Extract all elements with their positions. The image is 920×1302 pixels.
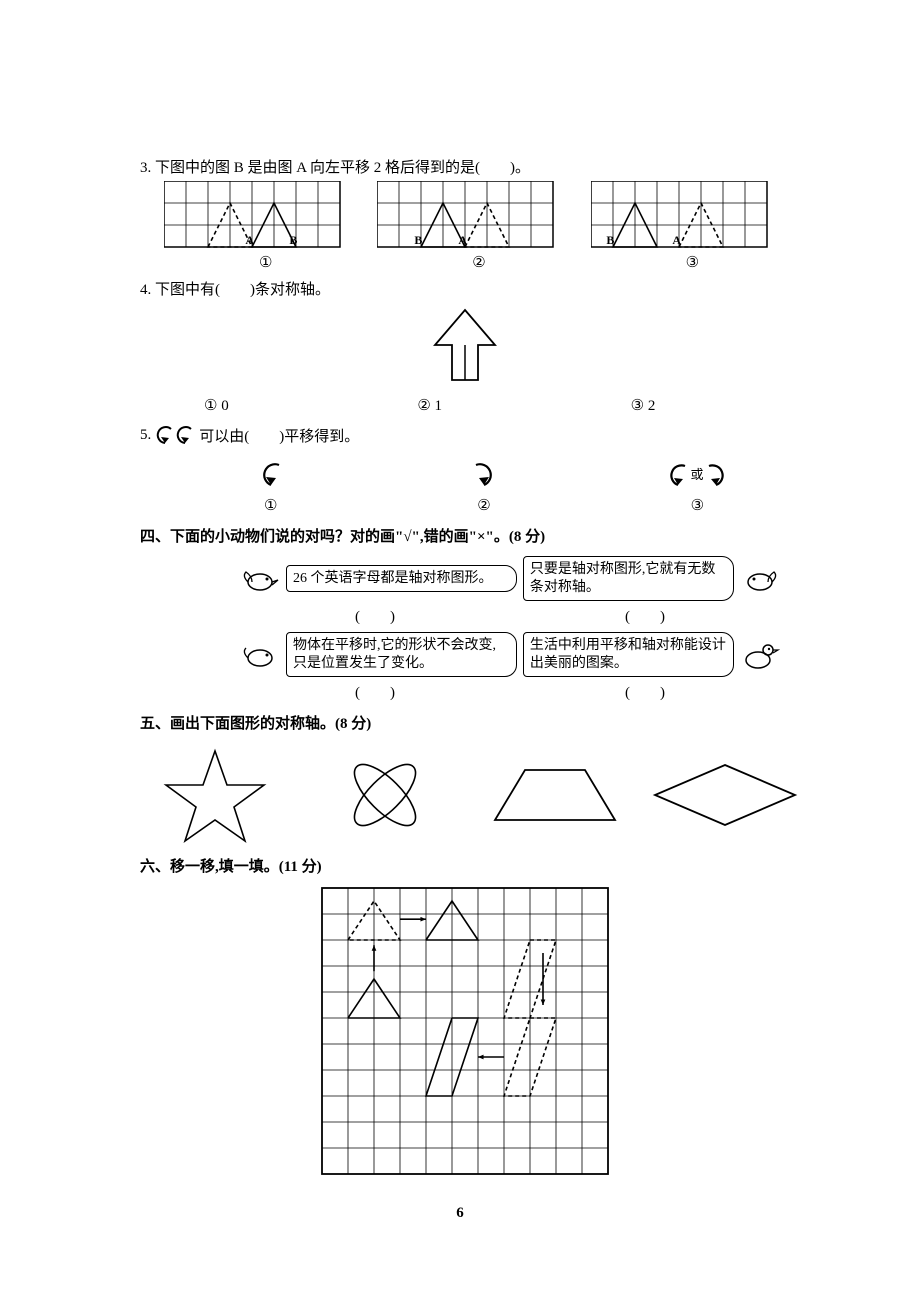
sec4-paren-row1: ( ) ( )	[240, 605, 780, 626]
flower-shape	[325, 745, 445, 845]
q4-text: 4. 下图中有( )条对称轴。	[140, 278, 790, 299]
q3-text: 3. 下图中的图 B 是由图 A 向左平移 2 格后得到的是( )。	[140, 156, 790, 177]
duck-icon	[740, 638, 780, 672]
svg-text:A: A	[459, 233, 468, 247]
svg-text:B: B	[415, 233, 423, 247]
sec4-row2: 物体在平移时,它的形状不会改变,只是位置发生了变化。 生活中利用平移和轴对称能设…	[240, 632, 780, 677]
q3-grid-3: BA	[591, 181, 771, 251]
sec6-grid	[320, 886, 610, 1176]
sec4-b2: 只要是轴对称图形,它就有无数条对称轴。	[523, 556, 734, 601]
rhombus-shape	[650, 755, 800, 835]
svg-text:B: B	[289, 233, 297, 247]
q4-opt3: ③ 2	[591, 396, 804, 415]
sec4-p4: ( )	[510, 681, 780, 702]
bird-icon	[240, 638, 280, 672]
svg-text:B: B	[606, 233, 614, 247]
q5-opt1: ①	[164, 496, 377, 515]
svg-text:A: A	[672, 233, 681, 247]
q5-opt3-icon: 或	[664, 455, 730, 491]
sec4-row1: 26 个英语字母都是轴对称图形。 只要是轴对称图形,它就有无数条对称轴。	[240, 556, 780, 601]
star-shape	[160, 745, 270, 845]
q3-grid-1: AB	[164, 181, 344, 251]
sec4-p1: ( )	[240, 605, 510, 626]
trapezoid-shape	[490, 755, 620, 835]
sec5-shapes	[140, 745, 800, 845]
q5-pair-icon	[153, 421, 197, 449]
q4-opt1: ① 0	[164, 396, 377, 415]
q3-grid-2: BA	[377, 181, 557, 251]
sec4-b4: 生活中利用平移和轴对称能设计出美丽的图案。	[523, 632, 734, 677]
q5-mid: 可以由( )平移得到。	[199, 425, 359, 446]
q5-prefix: 5.	[140, 427, 151, 444]
q3-opt2: ②	[377, 253, 580, 272]
bird-icon	[240, 562, 280, 596]
q5-opt2-icon	[469, 455, 499, 491]
q5-options: ① ② 或 ③	[164, 455, 804, 515]
q4-arrow-shape	[430, 305, 500, 385]
q5-opt2: ②	[377, 496, 590, 515]
sec4-b1: 26 个英语字母都是轴对称图形。	[286, 565, 517, 593]
q5-opt3: ③	[591, 496, 804, 515]
q4-options: ① 0 ② 1 ③ 2	[164, 396, 804, 415]
q5-line: 5. 可以由( )平移得到。	[140, 421, 790, 449]
q3-grids: AB ① BA ② BA ③	[164, 181, 804, 272]
q5-opt3-mid: 或	[691, 467, 704, 482]
bird-icon	[740, 562, 780, 596]
q3-opt3: ③	[591, 253, 794, 272]
sec6-title: 六、移一移,填一填。(11 分)	[140, 855, 790, 876]
q4-opt2: ② 1	[377, 396, 590, 415]
sec4-b3: 物体在平移时,它的形状不会改变,只是位置发生了变化。	[286, 632, 517, 677]
svg-text:A: A	[245, 233, 254, 247]
page-number: 6	[0, 1205, 920, 1222]
sec5-title: 五、画出下面图形的对称轴。(8 分)	[140, 712, 790, 733]
q5-opt1-icon	[256, 455, 286, 491]
sec4-p3: ( )	[240, 681, 510, 702]
q3-opt1: ①	[164, 253, 367, 272]
sec4-title: 四、下面的小动物们说的对吗？对的画"√",错的画"×"。(8 分)	[140, 525, 790, 546]
sec4-p2: ( )	[510, 605, 780, 626]
sec4-paren-row2: ( ) ( )	[240, 681, 780, 702]
